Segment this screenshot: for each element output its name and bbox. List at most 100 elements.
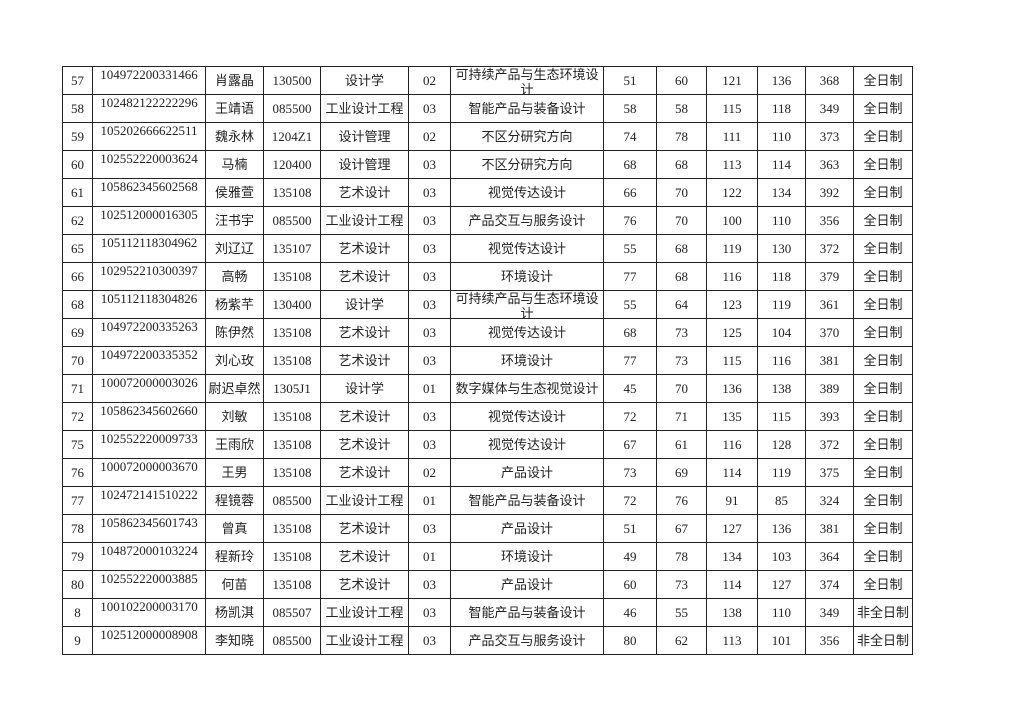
study-mode-text: 全日制	[863, 157, 903, 172]
direction-name-text: 环境设计	[500, 269, 553, 284]
direction-name-text: 不区分研究方向	[481, 129, 573, 144]
cell-major-name: 工业设计工程	[320, 94, 409, 123]
major-name-text: 工业设计工程	[325, 213, 404, 228]
cell-major-name: 设计管理	[320, 150, 409, 179]
cell-score-3: 114	[706, 570, 758, 599]
score-1-text: 80	[623, 633, 637, 648]
cell-score-4: 138	[757, 374, 806, 403]
cell-direction-name: 视觉传达设计	[450, 430, 604, 459]
total-score-text: 324	[819, 493, 840, 508]
direction-code-text: 03	[423, 297, 436, 312]
cell-major-code: 085507	[263, 598, 321, 627]
direction-name-text: 视觉传达设计	[487, 185, 566, 200]
exam-id-text: 102512000008908	[100, 627, 198, 643]
score-3-text: 100	[722, 213, 742, 228]
direction-code-text: 03	[423, 241, 436, 256]
row-index-text: 70	[71, 353, 84, 368]
score-3-text: 114	[722, 577, 742, 592]
cell-score-3: 91	[706, 486, 758, 515]
cell-score-3: 122	[706, 178, 758, 207]
cell-name: 王雨欣	[205, 430, 264, 459]
name-text: 陈伊然	[214, 325, 254, 340]
direction-name-text: 可持续产品与生态环境设计	[455, 67, 599, 94]
cell-direction-name: 视觉传达设计	[450, 402, 604, 431]
total-score-text: 379	[819, 269, 840, 284]
cell-name: 尉迟卓然	[205, 374, 264, 403]
cell-exam-id: 102472141510222	[92, 486, 206, 515]
cell-major-code: 135108	[263, 262, 321, 291]
score-3-text: 113	[722, 633, 742, 648]
cell-exam-id: 105112118304962	[92, 234, 206, 263]
cell-score-3: 136	[706, 374, 758, 403]
direction-code-text: 02	[423, 465, 436, 480]
major-code-text: 135108	[272, 577, 312, 592]
exam-id-text: 102952210300397	[100, 263, 198, 279]
row-index-text: 75	[71, 437, 84, 452]
cell-exam-id: 102482122222296	[92, 94, 206, 123]
cell-name: 汪书宇	[205, 206, 264, 235]
major-code-text: 135108	[272, 325, 312, 340]
cell-major-code: 135108	[263, 402, 321, 431]
cell-score-2: 76	[656, 486, 707, 515]
cell-total-score: 361	[805, 290, 854, 319]
cell-score-4: 136	[757, 66, 806, 95]
row-index-text: 8	[74, 605, 81, 620]
cell-total-score: 349	[805, 94, 854, 123]
direction-code-text: 03	[423, 437, 436, 452]
cell-score-1: 45	[603, 374, 657, 403]
cell-exam-id: 105202666622511	[92, 122, 206, 151]
total-score-text: 368	[819, 73, 840, 88]
table-row: 66 102952210300397 高畅 135108 艺术设计 03 环境设计 77 68 1…	[62, 262, 913, 291]
cell-row-index: 57	[62, 66, 93, 95]
direction-name-text: 视觉传达设计	[487, 409, 566, 424]
cell-major-code: 085500	[263, 486, 321, 515]
name-text: 王男	[221, 465, 248, 480]
name-text: 侯雅萱	[214, 185, 254, 200]
score-4-text: 116	[771, 353, 792, 368]
score-2-text: 68	[675, 157, 688, 172]
cell-total-score: 373	[805, 122, 854, 151]
exam-id-text: 105202666622511	[100, 123, 198, 139]
score-2-text: 78	[675, 549, 688, 564]
cell-major-name: 设计学	[320, 374, 409, 403]
cell-total-score: 356	[805, 206, 854, 235]
name-text: 王雨欣	[214, 437, 254, 452]
table-row: 75 102552220009733 王雨欣 135108 艺术设计 03 视觉传达设计 67…	[62, 430, 913, 459]
major-name-text: 工业设计工程	[325, 605, 404, 620]
cell-score-1: 66	[603, 178, 657, 207]
cell-score-4: 127	[757, 570, 806, 599]
cell-total-score: 375	[805, 458, 854, 487]
major-code-text: 085500	[272, 493, 312, 508]
cell-score-2: 60	[656, 66, 707, 95]
exam-id-text: 104972200335352	[100, 347, 198, 363]
direction-code-text: 03	[423, 353, 436, 368]
score-3-text: 136	[722, 381, 742, 396]
score-1-text: 51	[623, 521, 637, 536]
cell-exam-id: 100072000003670	[92, 458, 206, 487]
cell-score-4: 85	[757, 486, 806, 515]
score-1-text: 49	[623, 549, 637, 564]
name-text: 刘辽辽	[214, 241, 254, 256]
cell-name: 马楠	[205, 150, 264, 179]
major-name-text: 艺术设计	[338, 437, 391, 452]
cell-score-3: 125	[706, 318, 758, 347]
score-4-text: 103	[771, 549, 792, 564]
study-mode-text: 全日制	[863, 437, 903, 452]
cell-name: 王靖语	[205, 94, 264, 123]
cell-row-index: 66	[62, 262, 93, 291]
major-code-text: 135107	[272, 241, 312, 256]
cell-exam-id: 102512000008908	[92, 626, 206, 655]
major-name-text: 设计学	[344, 381, 384, 396]
cell-score-3: 114	[706, 458, 758, 487]
cell-score-4: 104	[757, 318, 806, 347]
cell-name: 曾真	[205, 514, 264, 543]
cell-direction-code: 02	[408, 458, 451, 487]
score-1-text: 72	[623, 409, 637, 424]
score-2-text: 68	[675, 269, 688, 284]
score-1-text: 72	[623, 493, 637, 508]
cell-major-name: 艺术设计	[320, 346, 409, 375]
cell-score-3: 113	[706, 150, 758, 179]
direction-name-text: 视觉传达设计	[487, 437, 566, 452]
cell-score-1: 72	[603, 402, 657, 431]
cell-score-4: 115	[757, 402, 806, 431]
